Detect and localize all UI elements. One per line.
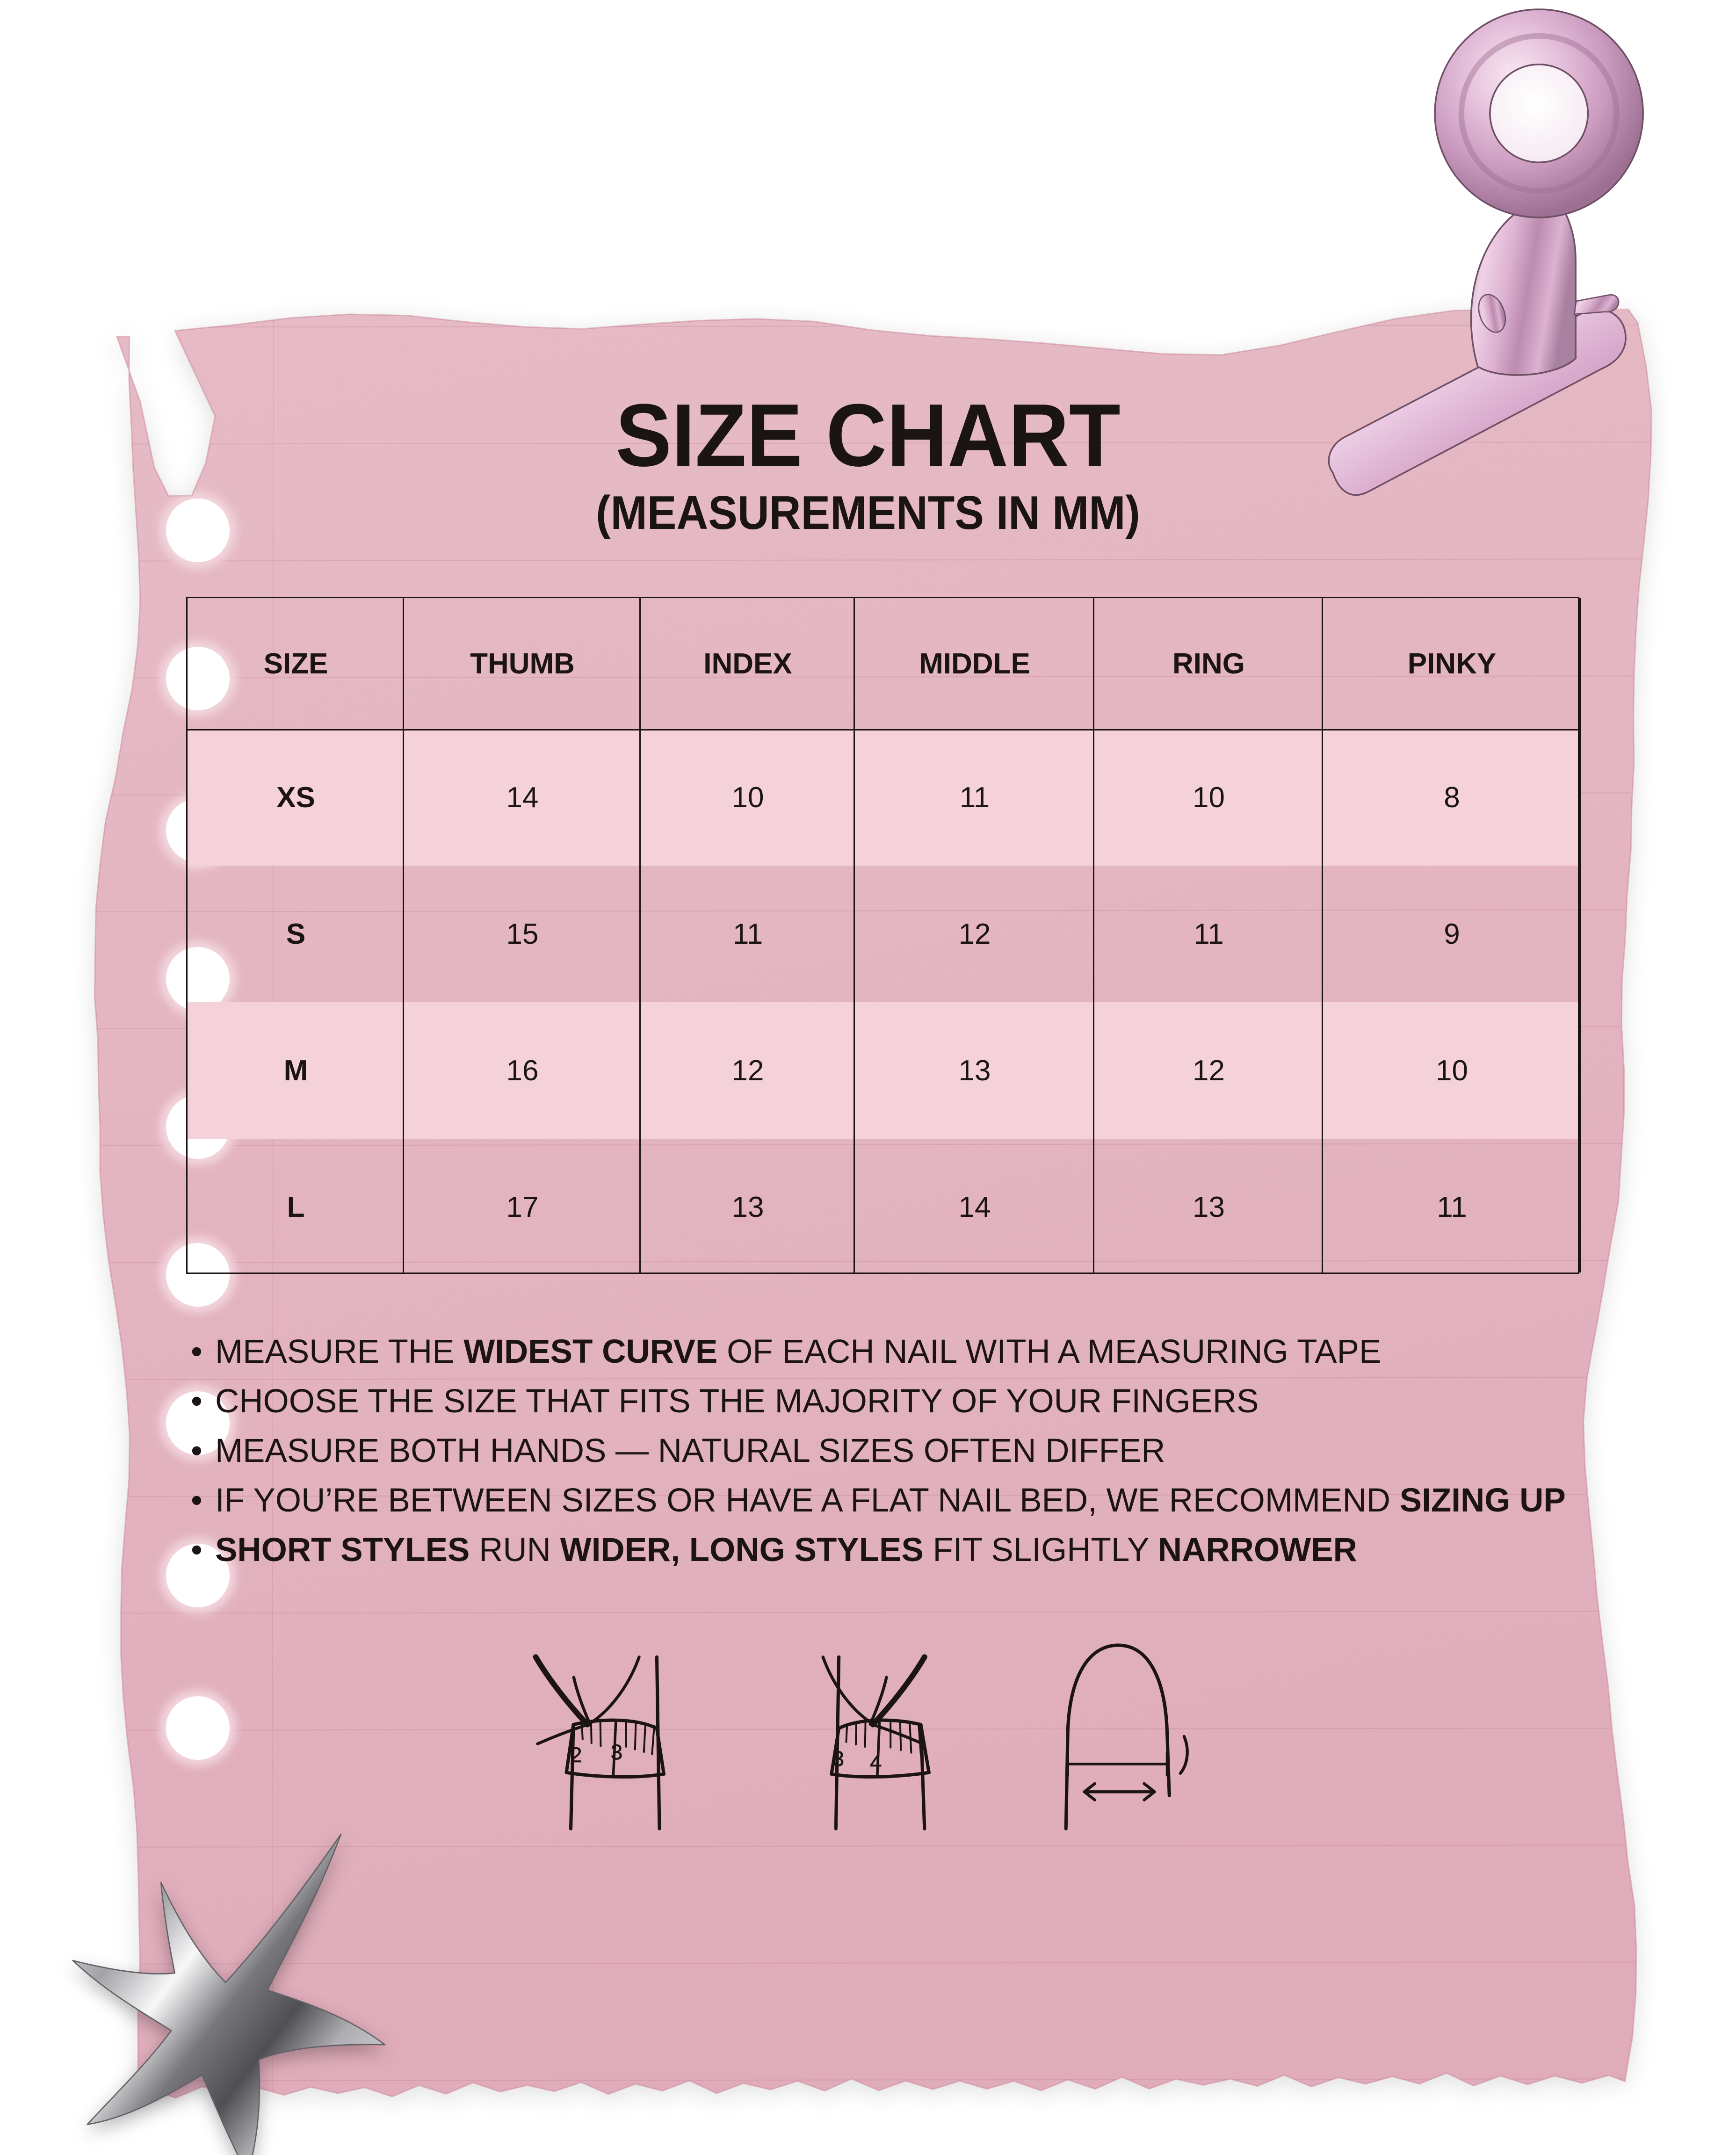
- svg-text:3: 3: [832, 1747, 844, 1771]
- svg-text:4: 4: [870, 1750, 882, 1774]
- svg-text:3: 3: [611, 1740, 622, 1764]
- svg-text:2: 2: [570, 1743, 582, 1767]
